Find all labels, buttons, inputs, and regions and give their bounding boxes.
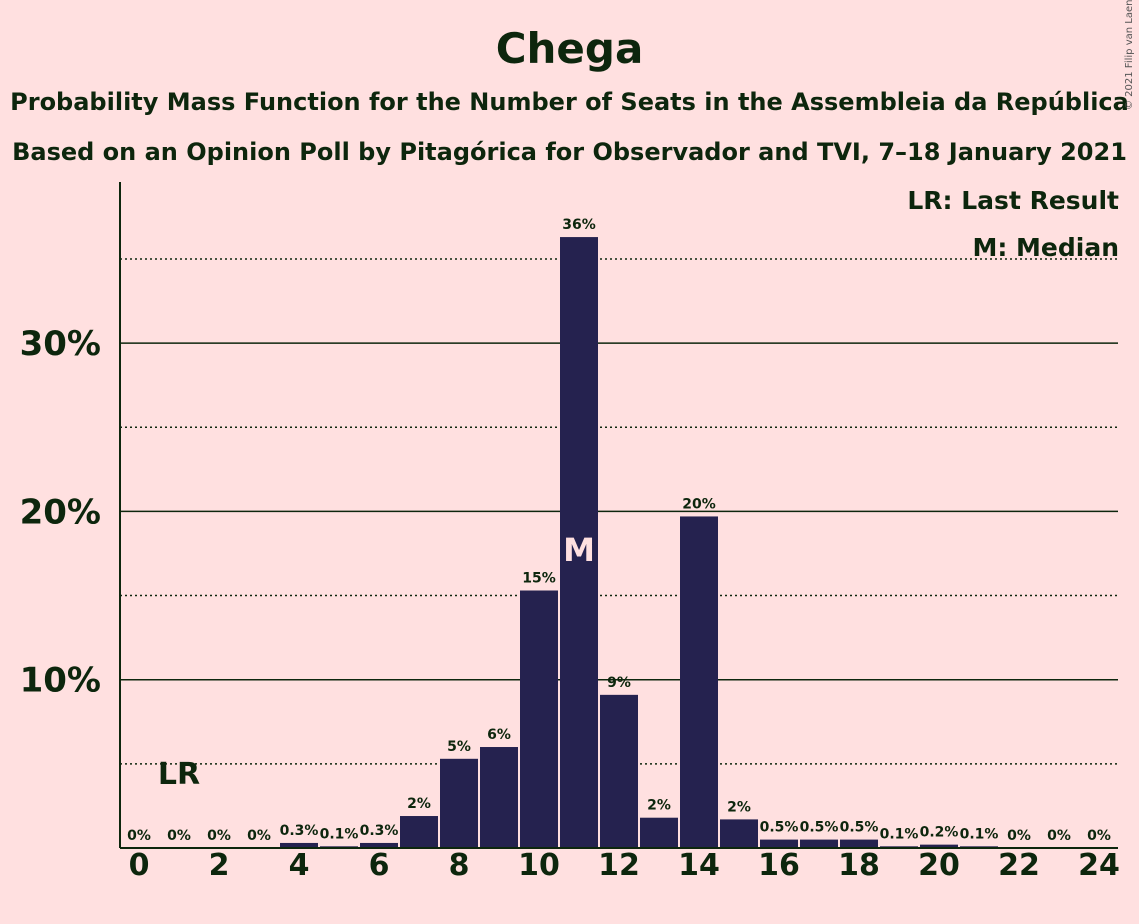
x-tick-label-16: 16 bbox=[758, 848, 800, 883]
x-tick-label-22: 22 bbox=[998, 848, 1040, 883]
legend-last-result: LR: Last Result bbox=[907, 186, 1119, 215]
bar-label-18: 0.5% bbox=[840, 820, 879, 836]
bar-label-20: 0.2% bbox=[920, 825, 959, 841]
bar-label-9: 6% bbox=[487, 727, 511, 743]
bar-seats-18 bbox=[840, 839, 878, 848]
bar-label-22: 0% bbox=[1007, 828, 1031, 844]
x-tick-label-4: 4 bbox=[289, 848, 310, 883]
bar-seats-12 bbox=[600, 694, 638, 848]
bar-label-17: 0.5% bbox=[800, 820, 839, 836]
bar-label-11: 36% bbox=[562, 217, 596, 233]
bar-series bbox=[280, 237, 998, 849]
x-tick-label-10: 10 bbox=[518, 848, 560, 883]
legend-median: M: Median bbox=[972, 233, 1119, 262]
bar-label-13: 2% bbox=[647, 798, 671, 814]
bar-label-23: 0% bbox=[1047, 828, 1071, 844]
bar-value-labels: 0% 0% 0% 0% 0.3% 0.1% 0.3%2%5%6%15%36%9%2%20%2… bbox=[127, 217, 1111, 844]
last-result-marker: LR bbox=[158, 757, 200, 792]
bar-seats-15 bbox=[720, 819, 758, 848]
chart-title: Chega bbox=[495, 24, 644, 73]
bar-label-16: 0.5% bbox=[760, 820, 799, 836]
chart-source-subtitle: Based on an Opinion Poll by Pitagórica f… bbox=[12, 138, 1127, 166]
y-tick-label-30: 30% bbox=[20, 324, 101, 364]
bar-seats-17 bbox=[800, 839, 838, 848]
x-tick-label-2: 2 bbox=[209, 848, 230, 883]
bar-label-19: 0.1% bbox=[880, 826, 919, 842]
bar-seats-4 bbox=[280, 842, 318, 848]
bar-label-5: 0.1% bbox=[320, 826, 359, 842]
bar-label-7: 2% bbox=[407, 796, 431, 812]
bar-label-3: 0% bbox=[247, 828, 271, 844]
bar-seats-9 bbox=[480, 747, 518, 848]
x-tick-label-14: 14 bbox=[678, 848, 720, 883]
x-tick-label-20: 20 bbox=[918, 848, 960, 883]
x-tick-label-8: 8 bbox=[449, 848, 470, 883]
gridlines bbox=[120, 258, 1118, 765]
x-tick-label-12: 12 bbox=[598, 848, 640, 883]
bar-label-4: 0.3% bbox=[280, 823, 319, 839]
median-marker: M bbox=[563, 531, 595, 569]
bar-label-15: 2% bbox=[727, 799, 751, 815]
bar-label-12: 9% bbox=[607, 675, 631, 691]
bar-seats-6 bbox=[360, 842, 398, 848]
bar-seats-7 bbox=[400, 816, 438, 848]
y-tick-label-10: 10% bbox=[20, 661, 101, 701]
bar-label-10: 15% bbox=[522, 571, 556, 587]
bar-seats-8 bbox=[440, 758, 478, 848]
bar-seats-10 bbox=[520, 590, 558, 848]
bar-seats-16 bbox=[760, 839, 798, 848]
x-tick-label-24: 24 bbox=[1078, 848, 1120, 883]
y-tick-label-20: 20% bbox=[20, 492, 101, 532]
bar-label-14: 20% bbox=[682, 496, 716, 512]
bar-label-21: 0.1% bbox=[960, 826, 999, 842]
x-tick-label-6: 6 bbox=[369, 848, 390, 883]
chart-axes bbox=[119, 182, 1118, 849]
bar-label-24: 0% bbox=[1087, 828, 1111, 844]
bar-seats-13 bbox=[640, 817, 678, 848]
bar-label-1: 0% bbox=[167, 828, 191, 844]
bar-seats-11 bbox=[560, 237, 598, 849]
bar-seats-20 bbox=[920, 844, 958, 848]
x-tick-label-0: 0 bbox=[129, 848, 150, 883]
bar-seats-14 bbox=[680, 516, 718, 848]
x-tick-label-18: 18 bbox=[838, 848, 880, 883]
bar-label-8: 5% bbox=[447, 739, 471, 755]
bar-label-0: 0% bbox=[127, 828, 151, 844]
chart-subtitle: Probability Mass Function for the Number… bbox=[10, 88, 1129, 116]
bar-label-6: 0.3% bbox=[360, 823, 399, 839]
chart-markers: M LR bbox=[158, 531, 595, 792]
bar-label-2: 0% bbox=[207, 828, 231, 844]
